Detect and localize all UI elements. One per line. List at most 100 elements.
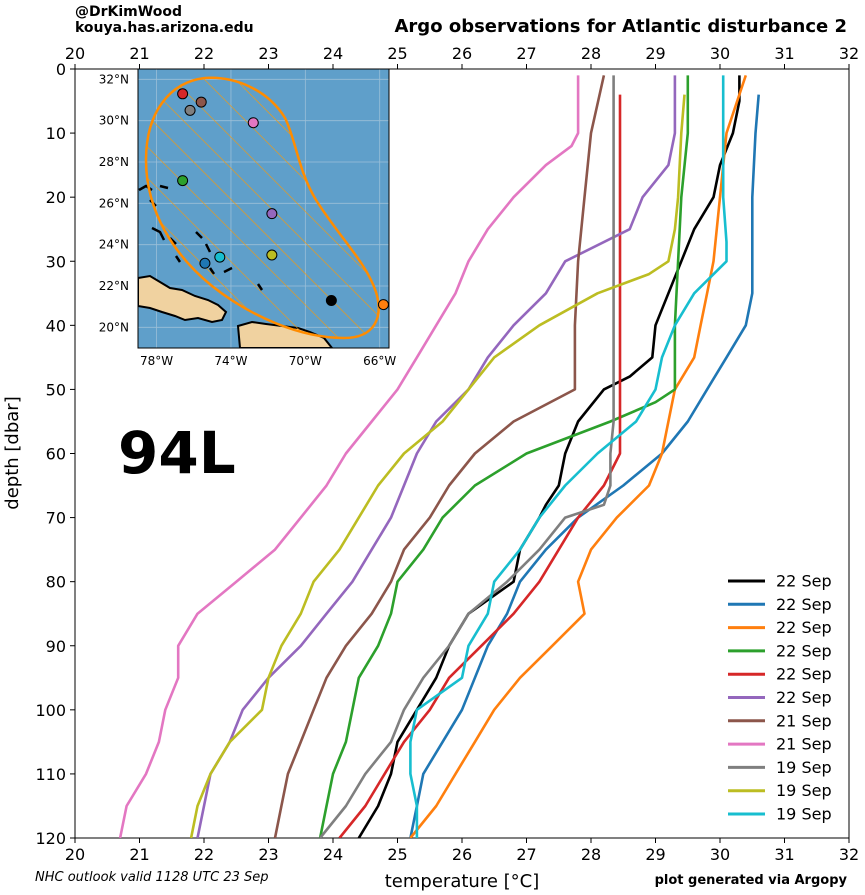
y-axis: 0 10 20 30 40 50 60 70 80 90 100 110 120 xyxy=(35,60,75,848)
legend-label: 22 Sep xyxy=(776,641,832,660)
float-marker xyxy=(377,299,389,311)
y-tick-label: 10 xyxy=(46,124,66,143)
legend-label: 19 Sep xyxy=(776,805,832,824)
outlook-note: NHC outlook valid 1128 UTC 23 Sep xyxy=(35,870,269,885)
inset-lon-label: 74°W xyxy=(214,354,247,368)
y-tick-label: 70 xyxy=(46,509,66,528)
inset-tick-labels: 78°W 74°W 70°W 66°W 32°N 30°N 28°N 26°N 24°N 22°N… xyxy=(99,72,397,368)
legend-label: 22 Sep xyxy=(776,688,832,707)
credit-note: plot generated via Argopy xyxy=(655,873,848,888)
y-tick-label: 80 xyxy=(46,573,66,592)
profile-line-10 xyxy=(189,94,686,838)
legend-label: 22 Sep xyxy=(776,665,832,684)
float-marker xyxy=(177,88,189,100)
x-tick-label-top: 31 xyxy=(774,44,794,63)
profile-line-8 xyxy=(118,75,580,838)
x-tick-label-bottom: 21 xyxy=(129,845,149,864)
hispaniola-land xyxy=(138,274,228,324)
float-marker xyxy=(325,294,337,306)
profile-line-9 xyxy=(319,75,615,838)
y-tick-label: 100 xyxy=(35,701,66,720)
float-marker xyxy=(266,208,278,220)
author-handle: @DrKimWood xyxy=(75,4,182,20)
x-tick-label-top: 30 xyxy=(710,44,730,63)
x-tick-label-bottom: 22 xyxy=(194,845,214,864)
x-tick-label-top: 27 xyxy=(516,44,536,63)
x-tick-label-bottom: 29 xyxy=(645,845,665,864)
legend-label: 19 Sep xyxy=(776,758,832,777)
profile-line-5 xyxy=(338,94,622,838)
legend-label: 22 Sep xyxy=(776,618,832,637)
profile-line-2 xyxy=(409,94,760,838)
legend-label: 22 Sep xyxy=(776,595,832,614)
inset-lat-label: 26°N xyxy=(99,196,129,210)
x-tick-label-top: 24 xyxy=(323,44,343,63)
inset-lon-label: 70°W xyxy=(289,354,322,368)
inset-lat-label: 30°N xyxy=(99,114,129,128)
legend-label: 19 Sep xyxy=(776,781,832,800)
x-tick-label-bottom: 25 xyxy=(387,845,407,864)
legend-label: 21 Sep xyxy=(776,735,832,754)
x-tick-label-bottom: 28 xyxy=(581,845,601,864)
float-marker xyxy=(184,104,196,116)
inset-lat-label: 32°N xyxy=(99,72,129,86)
inset-lat-label: 28°N xyxy=(99,155,129,169)
chart-title: Argo observations for Atlantic disturban… xyxy=(395,16,848,37)
y-tick-label: 50 xyxy=(46,380,66,399)
x-tick-label-bottom: 32 xyxy=(839,845,859,864)
float-markers xyxy=(177,88,389,311)
y-tick-label: 120 xyxy=(35,829,66,848)
profile-line-3 xyxy=(409,74,748,838)
float-marker xyxy=(266,249,278,261)
x-tick-label-top: 22 xyxy=(194,44,214,63)
inset-lon-label: 78°W xyxy=(140,354,173,368)
x-tick-label-bottom: 24 xyxy=(323,845,343,864)
float-marker xyxy=(195,96,207,108)
x-tick-label-bottom: 20 xyxy=(65,845,85,864)
author-site: kouya.has.arizona.edu xyxy=(75,20,254,36)
nhc-outlook-area xyxy=(144,76,380,340)
x-tick-label-top: 21 xyxy=(129,44,149,63)
float-marker xyxy=(199,257,211,269)
x-axis-top: 20 21 22 23 24 25 26 27 28 29 30 31 32 xyxy=(65,44,859,69)
x-tick-label-bottom: 23 xyxy=(258,845,278,864)
legend-label: 21 Sep xyxy=(776,711,832,730)
x-tick-label-bottom: 26 xyxy=(452,845,472,864)
x-tick-label-bottom: 27 xyxy=(516,845,536,864)
x-tick-label-top: 23 xyxy=(258,44,278,63)
y-tick-label: 20 xyxy=(46,188,66,207)
x-tick-label-bottom: 30 xyxy=(710,845,730,864)
x-tick-label-top: 32 xyxy=(839,44,859,63)
profile-line-11 xyxy=(409,75,728,838)
y-tick-label: 30 xyxy=(46,252,66,271)
inset-lon-label: 66°W xyxy=(363,354,396,368)
profile-line-4 xyxy=(318,75,690,838)
x-axis-bottom: 20 21 22 23 24 25 26 27 28 29 30 31 32 xyxy=(65,838,859,864)
x-tick-label-top: 26 xyxy=(452,44,472,63)
storm-label: 94L xyxy=(118,419,236,487)
x-tick-label-top: 20 xyxy=(65,44,85,63)
x-tick-label-top: 28 xyxy=(581,44,601,63)
legend-label: 22 Sep xyxy=(776,572,832,591)
profile-line-7 xyxy=(273,75,606,838)
float-marker xyxy=(247,117,259,129)
inset-lat-label: 20°N xyxy=(99,320,129,334)
legend: 22 Sep 22 Sep 22 Sep 22 Sep 22 Sep 22 Sep 21 S… xyxy=(728,572,832,824)
y-tick-label: 90 xyxy=(46,637,66,656)
y-tick-label: 60 xyxy=(46,445,66,464)
x-axis-label: temperature [°C] xyxy=(385,871,539,892)
float-marker xyxy=(177,175,189,187)
y-axis-label: depth [dbar] xyxy=(2,396,23,509)
y-tick-label: 0 xyxy=(56,60,66,79)
inset-lat-label: 22°N xyxy=(99,279,129,293)
profile-line-1 xyxy=(357,75,741,838)
y-tick-label: 40 xyxy=(46,316,66,335)
float-marker xyxy=(214,251,226,263)
inset-map: 78°W 74°W 70°W 66°W 32°N 30°N 28°N 26°N 24°N 22°N… xyxy=(99,68,397,368)
profile-lines xyxy=(118,74,760,838)
x-tick-label-top: 25 xyxy=(387,44,407,63)
inset-lat-label: 24°N xyxy=(99,238,129,252)
x-tick-label-bottom: 31 xyxy=(774,845,794,864)
profile-line-6 xyxy=(196,75,677,838)
